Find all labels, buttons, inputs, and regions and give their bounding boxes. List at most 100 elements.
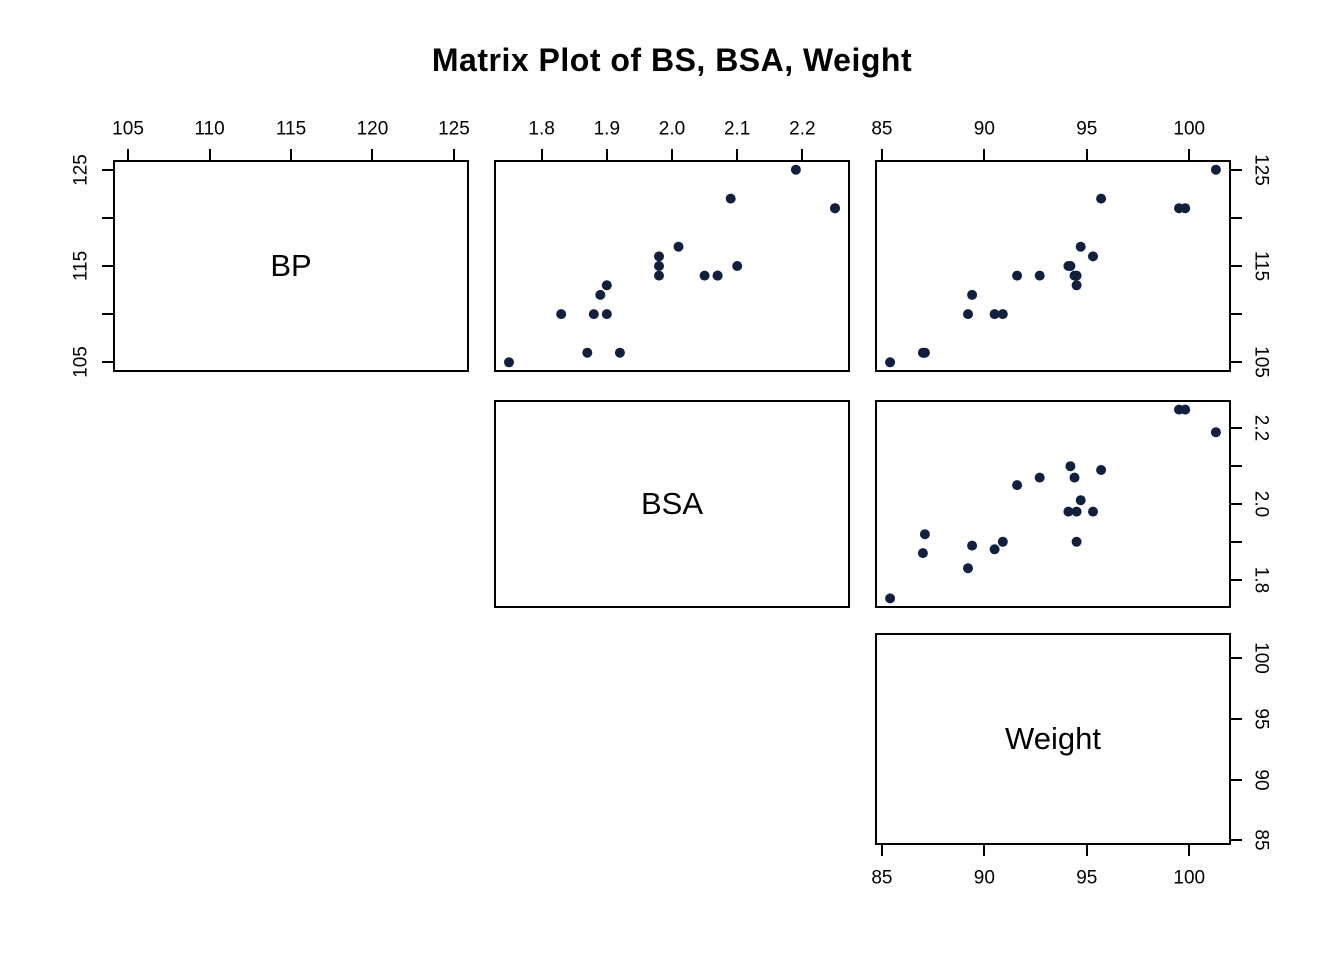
- axis-tick: [452, 149, 455, 160]
- axis-tick-label: 100: [1250, 642, 1272, 675]
- data-point: [917, 347, 928, 358]
- axis-tick-label: 85: [1250, 829, 1272, 851]
- panel-bsa-vs-weight: 1.8 2.0 2.2: [875, 400, 1272, 608]
- data-point: [967, 289, 978, 300]
- data-point: [997, 309, 1008, 320]
- axis-tick: [1231, 427, 1242, 430]
- axis-tick: [1231, 657, 1242, 660]
- data-point: [1088, 251, 1098, 262]
- data-point: [1075, 495, 1086, 506]
- panel-bp-vs-weight: 85 90 95 100 105 115 125: [871, 120, 1271, 379]
- data-point: [885, 357, 896, 368]
- axis-tick: [880, 845, 883, 856]
- axis-tick: [1231, 265, 1242, 267]
- axis-tick-label: 1.8: [528, 118, 555, 140]
- axis-tick: [1231, 839, 1242, 842]
- axis-tick-label: 125: [438, 118, 470, 140]
- data-point: [601, 309, 612, 320]
- axis-tick: [801, 149, 804, 160]
- axis-tick-label: 115: [70, 250, 92, 282]
- axis-tick-label: 100: [1173, 118, 1206, 140]
- scatter-points: [504, 164, 840, 368]
- axis-tick: [983, 149, 986, 160]
- data-point: [1071, 270, 1082, 281]
- data-point: [1071, 506, 1082, 517]
- axis-tick: [1188, 845, 1191, 856]
- data-point: [1071, 280, 1082, 291]
- axis-tick-label: 2.1: [723, 118, 751, 140]
- axis-tick: [1231, 216, 1242, 219]
- data-point: [556, 309, 567, 320]
- data-point: [1034, 270, 1045, 281]
- axis-tick-label: 110: [194, 118, 225, 140]
- data-point: [1096, 193, 1107, 204]
- panel-bsa-diagonal: BSA: [494, 400, 850, 608]
- data-point: [1088, 506, 1098, 517]
- axis-tick: [290, 149, 292, 160]
- data-point: [963, 309, 973, 320]
- data-point: [885, 593, 896, 604]
- axis-tick-label: 2.2: [1250, 415, 1272, 442]
- axis-tick: [1231, 540, 1242, 543]
- axis-tick: [880, 149, 883, 160]
- data-point: [1065, 461, 1076, 472]
- data-point: [1071, 536, 1082, 547]
- data-point: [601, 280, 612, 291]
- axis-tick-label: 2.0: [1250, 490, 1272, 518]
- data-point: [989, 309, 1000, 320]
- axis-tick-label: 1.8: [1250, 566, 1272, 593]
- axis-tick: [1231, 465, 1242, 468]
- data-point: [582, 347, 593, 358]
- axis-tick-label: 120: [356, 118, 389, 140]
- data-point: [1180, 404, 1191, 415]
- axis-tick: [1231, 313, 1242, 316]
- data-point: [919, 529, 930, 540]
- axis-tick: [1231, 168, 1242, 171]
- data-point: [732, 261, 743, 271]
- data-point: [830, 203, 840, 214]
- data-point: [1210, 427, 1221, 438]
- diagonal-label-bp: BP: [270, 248, 312, 283]
- axis-tick-label: 2.2: [789, 118, 816, 140]
- axis-tick: [127, 149, 130, 160]
- scatter-points: [885, 164, 1221, 368]
- panel-bp-vs-bsa: 1.8 1.9 2.0 2.1 2.2: [494, 120, 850, 372]
- axis-tick-label: 95: [1076, 118, 1098, 140]
- axis-tick: [1231, 361, 1242, 364]
- axis-tick-label: 125: [70, 153, 92, 186]
- axis-tick: [102, 216, 113, 219]
- axis-tick: [671, 149, 673, 160]
- data-point: [712, 270, 723, 281]
- axis-tick: [983, 845, 986, 856]
- data-point: [963, 563, 973, 574]
- data-point: [699, 270, 710, 281]
- axis-tick-label: 100: [1173, 867, 1206, 889]
- data-point: [917, 548, 928, 559]
- axis-tick-label: 90: [1250, 768, 1272, 791]
- data-point: [1075, 241, 1086, 252]
- axis-tick-label: 90: [973, 867, 995, 889]
- axis-tick: [1085, 149, 1088, 160]
- diagonal-label-weight: Weight: [1005, 721, 1101, 756]
- panel-weight-diagonal: Weight 85 90 95 100 85 90 95 100: [871, 633, 1272, 888]
- axis-tick-label: 85: [871, 118, 893, 140]
- axis-tick-label: 105: [70, 346, 92, 379]
- data-point: [1012, 270, 1023, 281]
- axis-tick-label: 1.9: [593, 118, 621, 140]
- chart-title: Matrix Plot of BS, BSA, Weight: [431, 42, 913, 78]
- axis-tick: [102, 313, 113, 316]
- data-point: [504, 357, 514, 368]
- data-point: [1069, 472, 1080, 483]
- axis-tick-label: 105: [1250, 346, 1272, 379]
- data-point: [1096, 465, 1107, 475]
- data-point: [790, 164, 801, 175]
- data-point: [588, 309, 599, 320]
- axis-tick: [102, 361, 113, 364]
- data-point: [654, 251, 664, 262]
- data-point: [673, 241, 684, 252]
- data-point: [1180, 203, 1191, 214]
- data-point: [595, 289, 606, 300]
- data-point: [1063, 506, 1074, 517]
- data-point: [614, 347, 625, 358]
- data-point: [725, 193, 736, 204]
